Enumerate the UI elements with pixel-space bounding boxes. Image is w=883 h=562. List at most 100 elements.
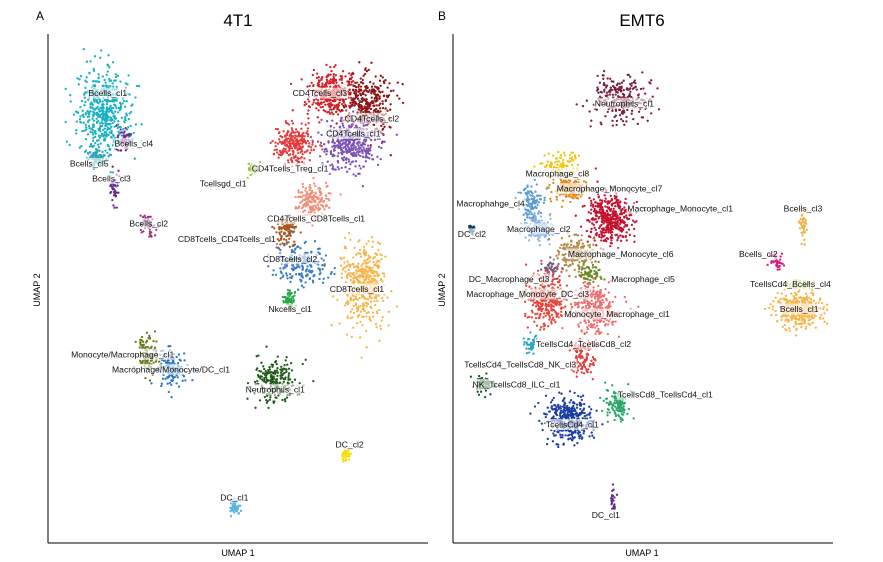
data-point	[311, 139, 314, 142]
data-point	[611, 124, 614, 127]
data-point	[370, 236, 374, 239]
data-point	[301, 362, 304, 366]
data-point	[96, 155, 99, 158]
data-point	[547, 152, 550, 155]
data-point	[605, 215, 608, 218]
data-point	[362, 245, 366, 248]
data-point	[524, 212, 528, 215]
data-point	[356, 97, 360, 100]
data-point	[602, 231, 606, 234]
data-point	[530, 203, 534, 206]
data-point	[92, 123, 95, 126]
data-point	[336, 161, 340, 164]
data-point	[176, 376, 179, 379]
data-point	[274, 396, 277, 399]
data-point	[113, 115, 116, 118]
data-point	[362, 309, 366, 312]
data-point	[623, 123, 626, 126]
data-point	[281, 135, 284, 139]
data-point	[321, 263, 324, 267]
data-point	[327, 73, 330, 76]
data-point	[346, 143, 349, 146]
data-point	[94, 155, 97, 159]
data-point	[590, 201, 593, 205]
data-point	[355, 253, 358, 256]
data-point	[288, 291, 291, 294]
data-point	[99, 106, 103, 110]
data-point	[301, 267, 304, 271]
data-point	[96, 150, 99, 154]
data-point	[98, 122, 102, 125]
data-point	[590, 208, 593, 211]
data-point	[370, 89, 374, 92]
data-point	[357, 172, 360, 176]
data-point	[256, 379, 259, 383]
data-point	[636, 122, 640, 126]
data-point	[618, 226, 621, 230]
data-point	[549, 200, 553, 203]
data-point	[345, 455, 348, 458]
data-point	[300, 78, 303, 81]
data-point	[359, 144, 363, 147]
data-point	[91, 102, 94, 106]
data-point	[323, 85, 327, 88]
data-point	[121, 102, 124, 105]
data-point	[364, 124, 367, 127]
data-point	[297, 142, 300, 145]
data-point	[300, 127, 303, 130]
data-point	[347, 268, 350, 271]
data-point	[529, 194, 532, 197]
data-point	[526, 204, 530, 207]
data-point	[598, 81, 602, 84]
data-point	[340, 117, 343, 120]
data-point	[291, 225, 294, 228]
data-point	[98, 110, 101, 113]
data-point	[523, 218, 527, 222]
data-point	[350, 148, 353, 151]
data-point	[342, 101, 346, 104]
data-point	[275, 246, 278, 249]
data-point	[342, 98, 345, 101]
data-point	[232, 504, 235, 507]
data-point	[375, 253, 379, 257]
data-point	[396, 81, 399, 84]
data-point	[117, 106, 121, 110]
cluster-label: Bcells_cl3	[91, 173, 132, 185]
cluster-label: Bcells_cl1	[87, 87, 129, 99]
data-point	[537, 219, 541, 222]
data-point	[298, 160, 301, 164]
data-point	[262, 365, 265, 368]
data-point	[105, 73, 108, 76]
data-point	[365, 329, 368, 333]
data-point	[85, 128, 88, 131]
data-point	[357, 153, 360, 156]
data-point	[371, 245, 374, 249]
data-point	[107, 145, 110, 148]
data-point	[589, 230, 593, 233]
data-point	[362, 142, 365, 146]
data-point	[330, 81, 333, 84]
data-point	[291, 109, 294, 112]
data-point	[374, 89, 377, 93]
data-point	[618, 207, 621, 210]
data-point	[147, 215, 150, 219]
data-point	[334, 146, 337, 149]
data-point	[356, 310, 359, 313]
data-point	[95, 80, 99, 83]
data-point	[317, 76, 320, 79]
data-point	[166, 382, 169, 385]
data-point	[365, 265, 368, 268]
data-point	[617, 217, 620, 220]
data-point	[338, 125, 342, 128]
data-point	[274, 127, 278, 131]
data-point	[377, 294, 380, 297]
data-point	[366, 281, 369, 284]
data-point	[337, 168, 340, 171]
cluster-a-cd4tcells-treg-cl1	[269, 119, 324, 168]
data-point	[295, 159, 298, 162]
cluster-label-text: CD4Tcells_CD8Tcells_cl1	[267, 214, 365, 224]
data-point	[308, 188, 311, 192]
data-point	[378, 308, 381, 312]
data-point	[289, 132, 292, 136]
data-point	[325, 85, 328, 88]
